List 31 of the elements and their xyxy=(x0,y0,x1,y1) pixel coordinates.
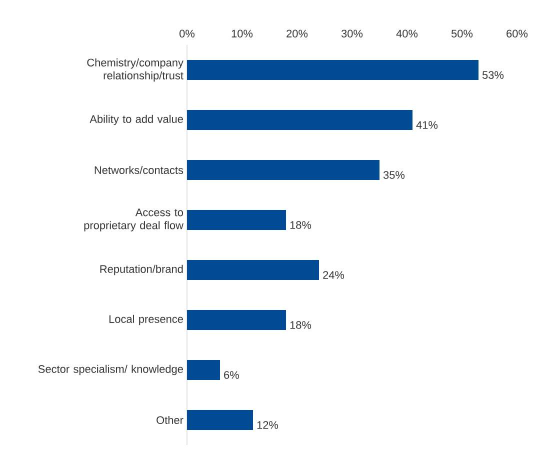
data-label: 18% xyxy=(290,221,312,229)
y-tick-label: Local presence xyxy=(109,314,183,326)
x-tick-label: 50% xyxy=(451,30,473,38)
x-tick-label: 10% xyxy=(232,30,253,38)
x-tick-label: 20% xyxy=(286,30,308,38)
y-tick-label: Networks/contacts xyxy=(94,166,184,174)
y-tick-label: Reputation/brand xyxy=(100,264,183,276)
x-tick-label: 60% xyxy=(506,30,528,38)
y-tick-label: Ability to add value xyxy=(90,114,183,126)
y-tick-label: Access to proprietary deal flow xyxy=(84,208,184,232)
data-label: 24% xyxy=(323,271,344,279)
bar xyxy=(187,360,220,380)
data-label: 18% xyxy=(290,321,312,329)
x-tick-label: 30% xyxy=(341,30,363,38)
y-tick-label: Chemistry/company relationship/trust xyxy=(87,58,184,82)
data-label: 41% xyxy=(416,121,438,129)
data-label: 53% xyxy=(482,71,504,79)
x-tick-label: 40% xyxy=(396,30,418,38)
data-label: 35% xyxy=(383,171,405,179)
bar xyxy=(187,110,412,130)
bar xyxy=(187,260,320,280)
y-tick-label: Sector specialism/ knowledge xyxy=(38,364,183,376)
bar xyxy=(187,210,286,230)
bar xyxy=(187,160,380,180)
bar xyxy=(187,310,286,330)
bar xyxy=(187,60,478,80)
bar xyxy=(187,410,254,430)
data-label: 6% xyxy=(224,371,239,379)
y-tick-label: Other xyxy=(156,416,184,424)
x-tick-label: 0% xyxy=(180,30,195,38)
data-label: 12% xyxy=(257,421,278,429)
